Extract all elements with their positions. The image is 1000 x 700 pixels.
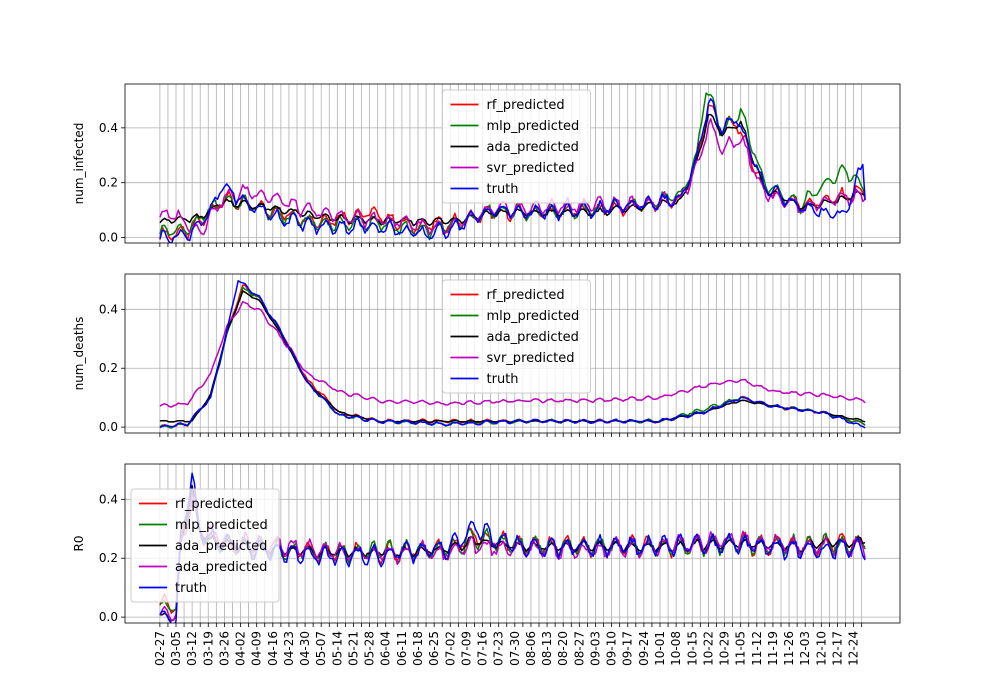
- legend: rf_predictedmlp_predictedada_predictedad…: [130, 488, 280, 603]
- x-tick-label: 04-23: [282, 631, 296, 666]
- y-tick-label: 0.0: [99, 610, 118, 624]
- x-tick-label: 07-23: [492, 631, 506, 666]
- x-tick-label: 04-16: [266, 631, 280, 666]
- x-tick-label: 12-03: [798, 631, 812, 666]
- x-tick-label: 08-20: [556, 631, 570, 666]
- series-lines: [159, 279, 866, 429]
- x-tick-label: 07-09: [459, 631, 473, 666]
- legend-label-truth: truth: [487, 372, 519, 387]
- x-tick-label: 07-02: [443, 631, 457, 666]
- x-tick-label: 05-14: [330, 631, 344, 666]
- x-tick-label: 11-12: [750, 631, 764, 666]
- x-tick-label: 07-30: [508, 631, 522, 666]
- legend-label-ada-predicted: ada_predicted: [487, 330, 579, 345]
- y-axis-label: num_infected: [72, 123, 86, 205]
- x-tick-label: 11-26: [782, 631, 796, 666]
- x-tick-label: 11-19: [766, 631, 780, 666]
- legend-label-ada-predicted: ada_predicted: [175, 539, 267, 554]
- legend-box: [130, 488, 280, 603]
- y-tick-label: 0.2: [99, 551, 118, 565]
- x-tick-label: 04-09: [250, 631, 264, 666]
- x-tick-label: 10-08: [669, 631, 683, 666]
- x-tick-label: 04-02: [234, 631, 248, 666]
- y-axis-label: R0: [72, 536, 86, 552]
- x-tick-label: 06-18: [411, 631, 425, 666]
- series-line-truth: [159, 98, 866, 243]
- series-line-svr-predicted: [159, 300, 866, 408]
- x-tick-label: 10-15: [685, 631, 699, 666]
- legend-label-rf-predicted: rf_predicted: [487, 288, 565, 303]
- x-tick-label: 10-29: [718, 631, 732, 666]
- legend-label-truth: truth: [175, 581, 207, 596]
- y-tick-label: 0.2: [99, 176, 118, 190]
- series-lines: [159, 92, 866, 243]
- x-tick-label: 04-30: [298, 631, 312, 666]
- y-axis-label: num_deaths: [72, 317, 86, 391]
- legend-box: [442, 279, 591, 394]
- x-tick-label: 11-05: [734, 631, 748, 666]
- y-axis: 0.0 0.2 0.4: [99, 492, 900, 624]
- legend-label-mlp-predicted: mlp_predicted: [175, 518, 268, 533]
- x-tick-label: 06-04: [379, 631, 393, 666]
- x-tick-label: 03-05: [169, 631, 183, 666]
- x-tick-label: 06-11: [395, 631, 409, 666]
- x-tick-label: 12-10: [814, 631, 828, 666]
- legend-label-rf-predicted: rf_predicted: [175, 497, 253, 512]
- legend-label-ada-predicted: ada_predicted: [175, 560, 267, 575]
- x-tick-label: 06-25: [427, 631, 441, 666]
- x-tick-label: 09-10: [605, 631, 619, 666]
- legend-label-ada-predicted: ada_predicted: [487, 140, 579, 155]
- x-tick-label: 09-03: [588, 631, 602, 666]
- x-tick-label: 09-17: [621, 631, 635, 666]
- r0-panel: 0.0 0.2 0.4 R0 rf_predicted mlp_predicted ada_…: [72, 463, 901, 666]
- y-tick-label: 0.0: [99, 231, 118, 245]
- x-tick-label: 05-21: [346, 631, 360, 666]
- y-tick-label: 0.2: [99, 361, 118, 375]
- x-tick-label: 12-17: [830, 631, 844, 666]
- legend-label-mlp-predicted: mlp_predicted: [487, 119, 580, 134]
- legend-label-truth: truth: [487, 182, 519, 197]
- x-tick-label: 08-06: [524, 631, 538, 666]
- series-line-truth: [159, 279, 866, 429]
- legend-label-rf-predicted: rf_predicted: [487, 98, 565, 113]
- axes-frame: [124, 273, 901, 434]
- y-tick-label: 0.4: [99, 302, 118, 316]
- axes-frame: [124, 83, 901, 244]
- x-tick-labels: 02-27 03-05 03-12 03-19 03-26 04-02 04-09 04-16…: [153, 631, 861, 666]
- x-tick-label: 09-24: [637, 631, 651, 666]
- series-line-svr-predicted: [159, 118, 866, 236]
- y-tick-label: 0.0: [99, 420, 118, 434]
- legend-label-mlp-predicted: mlp_predicted: [487, 309, 580, 324]
- y-tick-label: 0.4: [99, 492, 118, 506]
- legend-label-svr-predicted: svr_predicted: [487, 351, 575, 366]
- x-tick-label: 05-28: [363, 631, 377, 666]
- legend-label-svr-predicted: svr_predicted: [487, 161, 575, 176]
- legend: rf_predicted mlp_predicted ada_predictedsv…: [442, 89, 591, 204]
- x-tick-label: 10-22: [701, 631, 715, 666]
- x-tick-label: 05-07: [314, 631, 328, 666]
- axes-frame: [124, 463, 901, 624]
- legend: rf_predicted mlp_predicted ada_predictedsv…: [442, 279, 591, 394]
- x-tick-label: 08-13: [540, 631, 554, 666]
- legend-box: [442, 89, 591, 204]
- x-tick-label: 03-12: [185, 631, 199, 666]
- x-tick-label: 12-24: [847, 631, 861, 666]
- x-tick-label: 10-01: [653, 631, 667, 666]
- num-deaths-panel: 0.0 0.2 0.4 num_deaths rf_predicted mlp_predi…: [72, 273, 901, 437]
- x-tick-label: 07-16: [476, 631, 490, 666]
- num-infected-panel: 0.0 0.2 0.4 num_infected rf_predicted mlp_pre…: [72, 83, 901, 247]
- x-tick-label: 03-26: [217, 631, 231, 666]
- x-tick-label: 02-27: [153, 631, 167, 666]
- y-tick-label: 0.4: [99, 121, 118, 135]
- x-tick-label: 08-27: [572, 631, 586, 666]
- x-tick-label: 03-19: [201, 631, 215, 666]
